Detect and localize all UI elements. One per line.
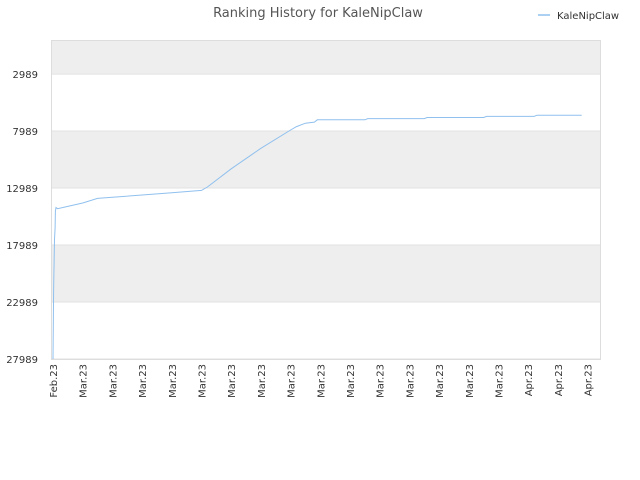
- x-tick-label: Mar.23: [287, 364, 298, 398]
- y-tick-label: 7989: [13, 127, 38, 138]
- plot-band: [51, 188, 600, 246]
- plot-band: [51, 74, 600, 132]
- x-axis-ticks: Feb.23 Mar.23 Mar.23 Mar.23 Mar.23 Mar.23 Mar.…: [49, 364, 595, 398]
- x-tick-label: Mar.23: [316, 364, 327, 398]
- plot-band: [51, 40, 600, 75]
- x-tick-label: Mar.23: [227, 364, 238, 398]
- plot-bands: [51, 40, 600, 359]
- x-tick-label: Mar.23: [405, 364, 416, 398]
- x-tick-label: Feb.23: [49, 364, 60, 398]
- x-tick-label: Apr.23: [524, 364, 535, 396]
- y-tick-label: 22989: [6, 298, 38, 309]
- chart-title: Ranking History for KaleNipClaw: [213, 6, 423, 21]
- plot-band: [51, 245, 600, 303]
- y-tick-label: 12989: [6, 184, 38, 195]
- series-line: [52, 114, 582, 360]
- y-tick-label: 17989: [6, 241, 38, 252]
- x-tick-label: Mar.23: [108, 364, 119, 398]
- x-tick-label: Apr.23: [584, 364, 595, 396]
- x-tick-label: Mar.23: [495, 364, 506, 398]
- series-lines: [52, 114, 582, 360]
- x-tick-label: Mar.23: [79, 364, 90, 398]
- legend-label: KaleNipClaw: [557, 11, 619, 22]
- x-tick-label: Mar.23: [346, 364, 357, 398]
- x-tick-label: Mar.23: [376, 364, 387, 398]
- x-tick-label: Mar.23: [257, 364, 268, 398]
- x-tick-label: Apr.23: [554, 364, 565, 396]
- y-axis-ticks: 2989 7989 12989 17989 22989 27989: [6, 70, 38, 366]
- plot-band: [51, 131, 600, 189]
- y-tick-label: 2989: [13, 70, 38, 81]
- x-tick-label: Mar.23: [465, 364, 476, 398]
- x-tick-label: Mar.23: [198, 364, 209, 398]
- legend: KaleNipClaw: [538, 11, 619, 22]
- x-tick-label: Mar.23: [168, 364, 179, 398]
- plot-band: [51, 302, 600, 359]
- x-tick-label: Mar.23: [138, 364, 149, 398]
- plot-frame: [51, 40, 601, 360]
- x-tick-label: Mar.23: [435, 364, 446, 398]
- y-tick-label: 27989: [6, 355, 38, 366]
